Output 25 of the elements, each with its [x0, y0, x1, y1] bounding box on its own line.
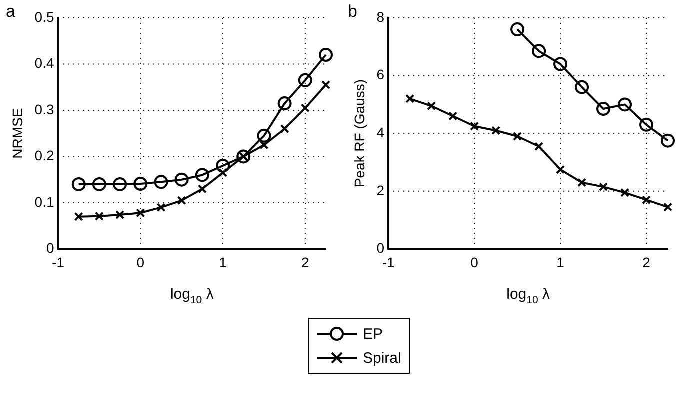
x-tick-label: -1: [52, 254, 65, 270]
text: a: [6, 2, 16, 22]
y-axis-title: NRMSE: [9, 108, 26, 159]
y-tick-label: 2: [376, 182, 385, 198]
x-tick-label: 1: [219, 254, 228, 270]
x-tick-label: 0: [470, 254, 479, 270]
x-tick-label: 2: [642, 254, 651, 270]
y-tick-label: 8: [376, 8, 385, 25]
text: b: [348, 2, 358, 22]
x-tick-label: -1: [382, 254, 396, 270]
y-tick-label: 0.4: [34, 55, 54, 72]
y-axis-title: Peak RF (Gauss): [351, 80, 368, 188]
y-tick-label: 6: [376, 66, 385, 83]
y-tick-label: 0.1: [34, 194, 54, 210]
x-tick-label: 2: [302, 254, 310, 270]
x-tick-label: 1: [556, 254, 565, 270]
x-tick-label: 0: [136, 254, 145, 270]
legend-label: Spiral: [363, 350, 402, 366]
y-tick-label: 0: [46, 240, 54, 256]
legend-label: EP: [363, 326, 384, 342]
y-tick-label: 0.3: [34, 101, 54, 118]
y-tick-label: 0: [376, 240, 385, 256]
y-tick-label: 0.5: [34, 8, 54, 25]
y-tick-label: 4: [376, 124, 385, 140]
y-tick-label: 0.2: [34, 148, 54, 164]
